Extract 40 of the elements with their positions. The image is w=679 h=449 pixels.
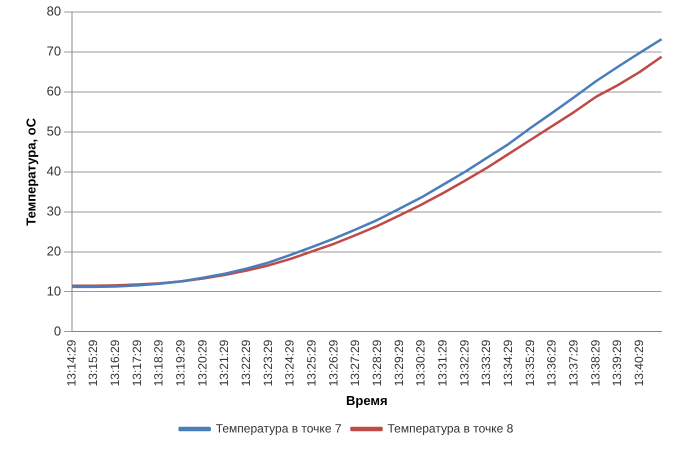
x-tick-label: 13:22:29 (239, 339, 254, 386)
x-tick-label: 13:18:29 (152, 339, 166, 386)
y-tick-label: 70 (46, 44, 62, 59)
x-tick-label: 13:14:29 (64, 339, 78, 386)
x-tick-label: 13:36:29 (544, 339, 559, 386)
x-tick-label: 13:32:29 (457, 339, 472, 386)
legend-label: Температура в точке 7 (216, 421, 342, 436)
x-tick-label: 13:33:29 (479, 339, 494, 386)
x-tick-label: 13:31:29 (436, 339, 450, 386)
x-tick-label: 13:16:29 (108, 339, 122, 386)
y-tick-label: 0 (54, 323, 62, 338)
x-tick-label: 13:17:29 (130, 339, 144, 386)
x-tick-label: 13:29:29 (392, 339, 406, 386)
x-tick-label: 13:35:29 (522, 339, 537, 386)
x-tick-label: 13:28:29 (370, 339, 384, 386)
x-tick-label: 13:19:29 (174, 339, 188, 386)
x-tick-label: 13:27:29 (348, 339, 362, 386)
x-tick-label: 13:21:29 (217, 339, 232, 386)
x-tick-label: 13:24:29 (282, 339, 297, 386)
legend-label: Температура в точке 8 (388, 421, 514, 436)
x-tick-label: 13:38:29 (588, 339, 602, 386)
y-tick-label: 20 (46, 243, 62, 258)
x-tick-label: 13:20:29 (195, 339, 210, 386)
y-tick-label: 50 (46, 123, 62, 138)
x-tick-label: 13:23:29 (260, 339, 275, 386)
y-tick-label: 60 (46, 84, 62, 98)
x-tick-label: 13:34:29 (501, 339, 516, 386)
x-tick-label: 13:30:29 (414, 339, 428, 386)
x-tick-label: 13:26:29 (326, 339, 340, 386)
y-tick-label: 40 (46, 163, 62, 178)
x-tick-label: 13:39:29 (610, 339, 624, 386)
y-tick-label: 80 (46, 4, 62, 19)
x-tick-label: 13:37:29 (566, 339, 581, 386)
x-tick-label: 13:40:29 (632, 339, 646, 386)
y-tick-label: 30 (46, 203, 62, 218)
x-tick-label: 13:25:29 (304, 339, 319, 386)
y-tick-label: 10 (46, 283, 62, 298)
y-axis-title: Температура, оС (23, 117, 38, 226)
x-axis-title: Время (346, 392, 388, 408)
x-tick-label: 13:15:29 (86, 339, 100, 386)
